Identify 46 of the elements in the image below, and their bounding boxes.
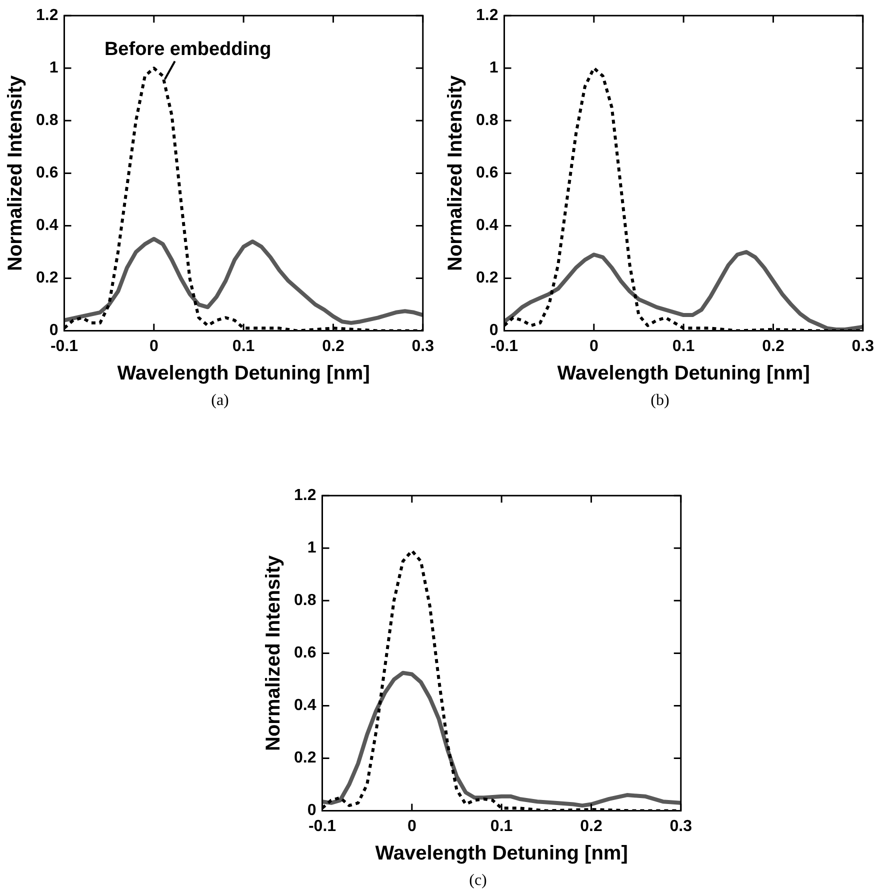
x-tick-label: 0.2 <box>322 338 344 355</box>
x-tick-label: 0.1 <box>232 338 255 355</box>
y-tick-label: 0.8 <box>476 112 498 130</box>
y-axis-title: Normalized Intensity <box>4 74 27 272</box>
y-tick-label: 0.2 <box>36 270 58 287</box>
x-tick-label: 0 <box>407 818 416 835</box>
x-tick-label: 0.1 <box>490 818 513 835</box>
text: (c) <box>468 872 488 890</box>
y-tick-label: 1.2 <box>294 487 316 504</box>
x-tick-label: 0.3 <box>412 338 434 355</box>
x-tick-label: 0.2 <box>580 818 602 835</box>
x-tick-label: 0 <box>149 338 158 355</box>
y-tick-label: 0.8 <box>294 592 316 610</box>
y-tick-label: 0.2 <box>294 750 316 767</box>
x-tick-label: 0 <box>589 338 598 355</box>
x-axis-title: Wavelength Detuning [nm] <box>375 842 628 865</box>
annotation: Before embedding <box>104 39 272 60</box>
x-tick-label: 0.1 <box>672 338 695 355</box>
y-tick-label: 0.8 <box>36 112 58 130</box>
y-tick-label: 1 <box>49 60 58 77</box>
x-tick-label: -0.1 <box>308 818 336 835</box>
x-tick-label: 0.3 <box>852 338 874 355</box>
y-tick-label: 0.2 <box>476 270 498 287</box>
text: (a) <box>210 392 230 410</box>
y-tick-label: 0.4 <box>36 217 58 234</box>
y-tick-label: 1.2 <box>36 7 58 24</box>
y-tick-label: 0 <box>489 322 498 340</box>
x-tick-label: 0.3 <box>670 818 692 835</box>
y-tick-label: 0 <box>49 322 58 340</box>
x-axis-title: Wavelength Detuning [nm] <box>117 362 370 385</box>
y-tick-label: 0.6 <box>294 644 316 662</box>
x-tick-label: -0.1 <box>490 338 518 355</box>
y-tick-label: 0.6 <box>476 164 498 182</box>
y-tick-label: 0.4 <box>476 217 498 234</box>
x-tick-label: 0.2 <box>762 338 784 355</box>
text: (b) <box>650 392 670 410</box>
x-tick-label: -0.1 <box>50 338 78 355</box>
y-tick-label: 0.6 <box>36 164 58 182</box>
y-tick-label: 0.4 <box>294 697 316 714</box>
y-tick-label: 1 <box>489 60 498 77</box>
y-tick-label: 1.2 <box>476 7 498 24</box>
y-tick-label: 0 <box>307 802 316 820</box>
y-axis-title: Normalized Intensity <box>444 74 467 272</box>
y-tick-label: 1 <box>307 540 316 557</box>
x-axis-title: Wavelength Detuning [nm] <box>557 362 810 385</box>
y-axis-title: Normalized Intensity <box>262 554 285 752</box>
